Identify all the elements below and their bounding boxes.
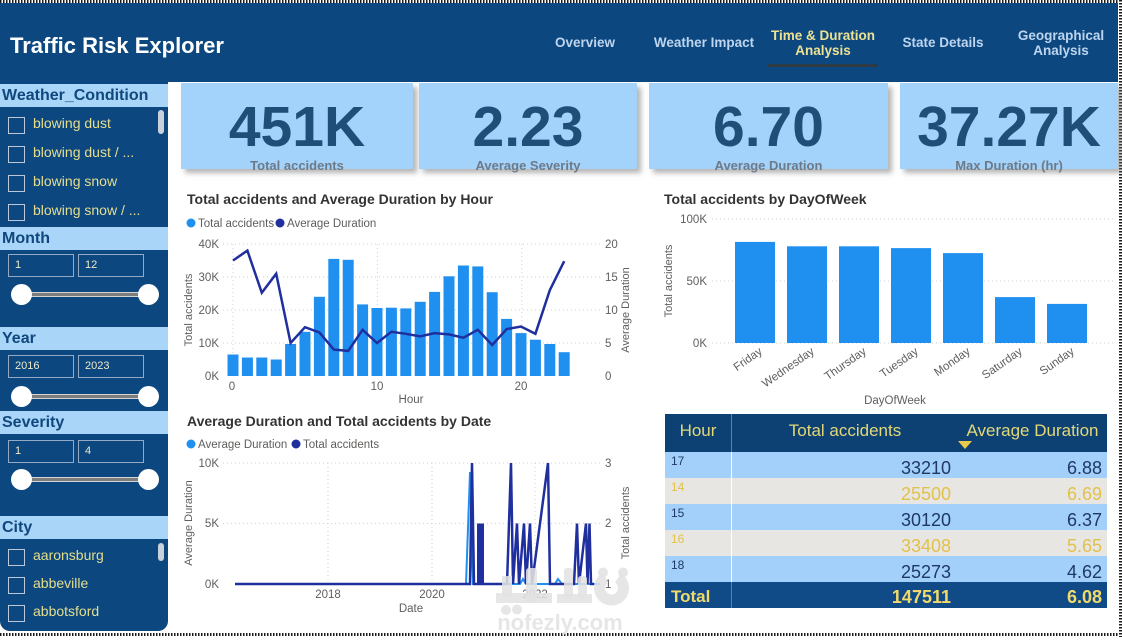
svg-text:0K: 0K [205, 579, 219, 591]
svg-text:Wednesday: Wednesday [760, 345, 817, 390]
svg-text:Hour: Hour [399, 394, 424, 406]
svg-text:20: 20 [515, 381, 528, 393]
svg-text:Total accidents: Total accidents [620, 486, 632, 559]
svg-text:5K: 5K [205, 518, 219, 530]
svg-text:Total accidents: Total accidents [183, 273, 195, 346]
svg-text:30K: 30K [199, 272, 220, 284]
svg-text:2020: 2020 [419, 589, 445, 601]
svg-text:5: 5 [605, 338, 611, 350]
svg-text:40K: 40K [199, 239, 220, 251]
svg-text:10: 10 [605, 305, 618, 317]
svg-text:50K: 50K [687, 276, 708, 288]
svg-text:Average Duration and Total acc: Average Duration and Total accidents by … [187, 413, 491, 429]
svg-text:nofezly.com: nofezly.com [497, 610, 623, 635]
svg-text:Average Duration: Average Duration [620, 267, 632, 352]
svg-text:10: 10 [371, 381, 384, 393]
svg-text:0K: 0K [205, 371, 219, 383]
svg-text:Total accidents: Total accidents [198, 218, 274, 230]
svg-text:1: 1 [605, 579, 611, 591]
svg-text:Total accidents and Average Du: Total accidents and Average Duration by … [187, 191, 494, 207]
svg-text:Tuesday: Tuesday [878, 345, 921, 380]
svg-text:Total accidents: Total accidents [663, 244, 675, 317]
svg-text:Date: Date [399, 603, 423, 615]
svg-text:0: 0 [229, 381, 235, 393]
svg-text:Monday: Monday [932, 345, 973, 378]
svg-text:DayOfWeek: DayOfWeek [864, 395, 926, 407]
svg-text:2: 2 [605, 518, 611, 530]
svg-text:Sunday: Sunday [1038, 345, 1077, 377]
svg-text:Average Duration: Average Duration [287, 218, 376, 230]
svg-text:20: 20 [605, 239, 618, 251]
svg-text:20K: 20K [199, 305, 220, 317]
svg-text:10K: 10K [199, 458, 220, 470]
svg-text:3: 3 [605, 458, 611, 470]
svg-text:2018: 2018 [315, 589, 341, 601]
svg-text:Total accidents: Total accidents [303, 439, 379, 451]
svg-text:10K: 10K [199, 338, 220, 350]
svg-text:15: 15 [605, 272, 618, 284]
svg-text:Average Duration: Average Duration [183, 480, 195, 565]
svg-text:0K: 0K [693, 338, 707, 350]
svg-text:Average Duration: Average Duration [198, 439, 287, 451]
svg-text:100K: 100K [680, 214, 707, 226]
svg-text:Friday: Friday [732, 345, 765, 373]
svg-text:Total accidents by DayOfWeek: Total accidents by DayOfWeek [664, 191, 867, 207]
svg-text:Saturday: Saturday [980, 345, 1025, 381]
svg-text:Thursday: Thursday [823, 345, 869, 382]
svg-text:0: 0 [605, 371, 611, 383]
